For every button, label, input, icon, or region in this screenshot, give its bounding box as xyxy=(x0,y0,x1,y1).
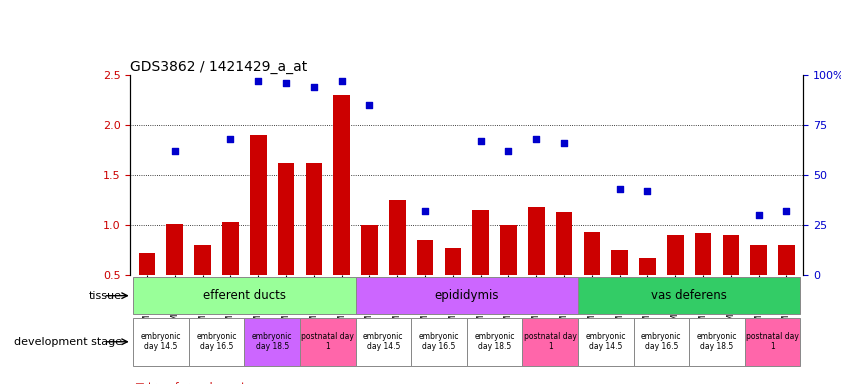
Text: development stage: development stage xyxy=(13,337,122,347)
Text: embryonic
day 16.5: embryonic day 16.5 xyxy=(196,332,237,351)
Text: postnatal day
1: postnatal day 1 xyxy=(301,332,354,351)
Point xyxy=(362,102,376,108)
Text: efferent ducts: efferent ducts xyxy=(203,289,286,302)
Point xyxy=(307,84,320,90)
Bar xyxy=(194,245,211,275)
Bar xyxy=(361,225,378,275)
Text: postnatal day
1: postnatal day 1 xyxy=(524,332,577,351)
Bar xyxy=(722,235,739,275)
Point xyxy=(168,148,182,154)
Bar xyxy=(188,318,245,366)
Bar xyxy=(445,248,461,275)
Text: embryonic
day 18.5: embryonic day 18.5 xyxy=(696,332,738,351)
Point xyxy=(335,78,348,84)
Text: postnatal day
1: postnatal day 1 xyxy=(746,332,799,351)
Point xyxy=(502,148,516,154)
Text: embryonic
day 14.5: embryonic day 14.5 xyxy=(585,332,626,351)
Bar xyxy=(578,318,633,366)
Bar xyxy=(300,318,356,366)
Bar xyxy=(639,258,656,275)
Bar xyxy=(611,250,628,275)
Text: ■ transformed count: ■ transformed count xyxy=(135,382,245,384)
Text: embryonic
day 18.5: embryonic day 18.5 xyxy=(474,332,515,351)
Point xyxy=(224,136,237,142)
Bar xyxy=(528,207,545,275)
Bar xyxy=(745,318,801,366)
Bar xyxy=(750,245,767,275)
Bar xyxy=(133,277,356,314)
Bar xyxy=(416,240,433,275)
Bar xyxy=(667,235,684,275)
Bar xyxy=(222,222,239,275)
Text: epididymis: epididymis xyxy=(435,289,499,302)
Bar xyxy=(473,210,489,275)
Point xyxy=(641,188,654,194)
Point xyxy=(474,138,488,144)
Bar xyxy=(467,318,522,366)
Text: vas deferens: vas deferens xyxy=(651,289,727,302)
Bar xyxy=(133,318,188,366)
Point xyxy=(752,212,765,218)
Point xyxy=(613,185,627,192)
Text: tissue: tissue xyxy=(89,291,122,301)
Bar xyxy=(522,318,578,366)
Text: embryonic
day 14.5: embryonic day 14.5 xyxy=(363,332,404,351)
Bar xyxy=(556,212,573,275)
Bar xyxy=(500,225,517,275)
Bar xyxy=(356,277,578,314)
Point xyxy=(418,208,431,214)
Point xyxy=(279,80,293,86)
Bar xyxy=(305,163,322,275)
Bar xyxy=(633,318,689,366)
Point xyxy=(251,78,265,84)
Bar xyxy=(167,223,183,275)
Point xyxy=(530,136,543,142)
Bar xyxy=(389,200,405,275)
Text: embryonic
day 16.5: embryonic day 16.5 xyxy=(419,332,459,351)
Bar xyxy=(139,253,156,275)
Text: embryonic
day 14.5: embryonic day 14.5 xyxy=(140,332,181,351)
Point xyxy=(780,208,793,214)
Text: embryonic
day 16.5: embryonic day 16.5 xyxy=(641,332,681,351)
Bar xyxy=(250,135,267,275)
Bar xyxy=(689,318,745,366)
Bar xyxy=(778,245,795,275)
Bar xyxy=(695,233,711,275)
Bar xyxy=(333,95,350,275)
Bar xyxy=(411,318,467,366)
Text: GDS3862 / 1421429_a_at: GDS3862 / 1421429_a_at xyxy=(130,60,308,74)
Bar xyxy=(584,232,600,275)
Bar xyxy=(356,318,411,366)
Text: embryonic
day 18.5: embryonic day 18.5 xyxy=(252,332,293,351)
Bar xyxy=(578,277,801,314)
Bar xyxy=(278,163,294,275)
Point xyxy=(558,140,571,146)
Bar xyxy=(245,318,300,366)
